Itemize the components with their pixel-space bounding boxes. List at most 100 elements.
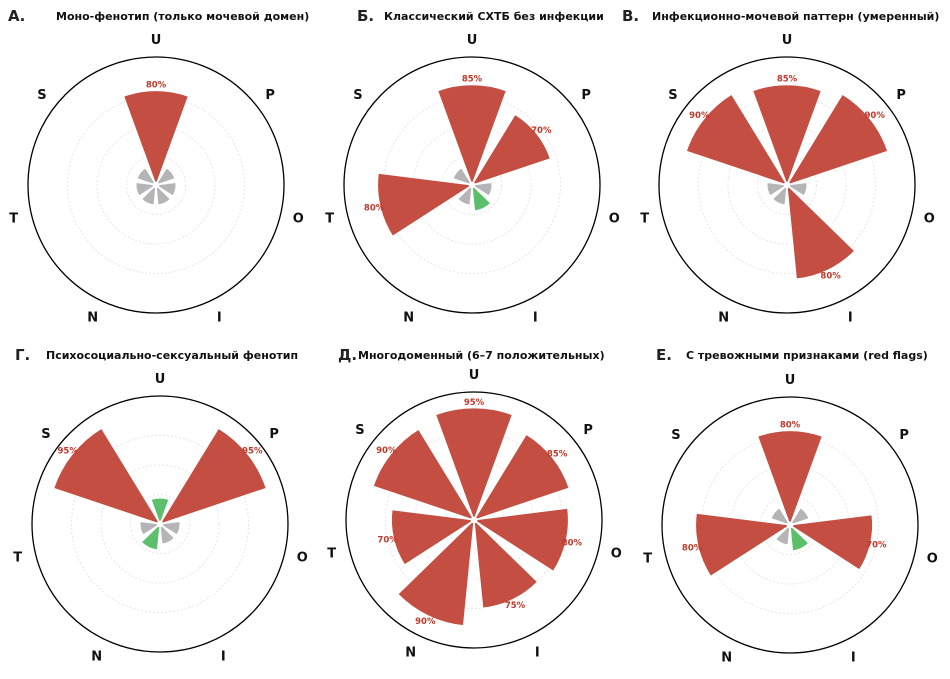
outer-ring <box>661 396 919 654</box>
category-label-u: U <box>467 33 478 48</box>
category-label-t: T <box>9 212 18 227</box>
sector-o <box>157 181 177 197</box>
category-label-o: O <box>611 547 622 562</box>
value-label-u: 95% <box>464 398 485 408</box>
panel-5: Д. Многодоменный (6–7 положительных) 95% U 8… <box>327 346 622 661</box>
sector-i <box>473 521 539 609</box>
category-label-u: U <box>469 368 480 383</box>
value-label-s: 90% <box>376 446 397 456</box>
sector-s <box>685 93 787 185</box>
category-label-o: O <box>293 212 304 227</box>
category-label-p: P <box>269 427 279 442</box>
sector-t <box>766 181 786 197</box>
category-label-u: U <box>785 373 796 388</box>
outer-ring <box>345 391 603 649</box>
category-label-n: N <box>87 311 98 326</box>
outer-ring <box>27 56 285 314</box>
value-label-t: 70% <box>377 536 398 546</box>
category-label-i: I <box>221 650 226 665</box>
category-label-i: I <box>533 311 538 326</box>
outer-ring <box>658 56 916 314</box>
sector-n <box>140 525 161 551</box>
sector-p <box>474 433 570 520</box>
value-label-t: 80% <box>682 543 703 553</box>
grid-ring <box>757 155 817 215</box>
grid-ring <box>130 494 190 554</box>
panel-letter: Д. <box>338 346 357 364</box>
value-label-o: 80% <box>562 538 583 548</box>
panel-letter: Б. <box>357 7 374 25</box>
sector-n <box>140 186 157 206</box>
sector-u <box>123 90 189 183</box>
sector-o <box>475 507 569 572</box>
panel-3: В. Инфекционно-мочевой паттерн (умеренный… <box>622 7 939 326</box>
sector-o <box>473 181 493 197</box>
panel-letter: Е. <box>656 346 672 364</box>
category-label-t: T <box>643 552 652 567</box>
panel-title: Инфекционно-мочевой паттерн (умеренный) <box>652 10 939 23</box>
sector-p <box>156 167 176 185</box>
sector-o <box>791 514 874 571</box>
category-label-p: P <box>581 88 591 103</box>
category-label-s: S <box>353 88 362 103</box>
sector-u <box>150 497 170 522</box>
sector-s <box>452 167 472 185</box>
sector-n <box>456 186 473 206</box>
category-label-n: N <box>405 646 416 661</box>
value-label-s: 95% <box>58 446 79 456</box>
sector-p <box>790 507 810 525</box>
sector-o <box>788 181 808 197</box>
panel-1: А. Моно-фенотип (только мочевой домен) 80%… <box>8 7 309 326</box>
grid-ring <box>100 464 220 584</box>
category-label-s: S <box>41 427 50 442</box>
sector-s <box>770 507 790 525</box>
value-label-u: 85% <box>462 75 483 85</box>
category-label-i: I <box>535 646 540 661</box>
sector-i <box>471 186 492 212</box>
sector-n <box>774 526 791 546</box>
sector-p <box>160 427 267 524</box>
value-label-i: 75% <box>505 601 526 611</box>
sector-i <box>786 186 856 280</box>
sector-t <box>139 520 159 536</box>
category-label-u: U <box>151 33 162 48</box>
category-label-t: T <box>13 551 22 566</box>
sector-p <box>787 93 889 185</box>
sector-u <box>437 84 507 183</box>
panel-4: Г. Психосоциально-сексуальный фенотип U 95%… <box>13 346 308 665</box>
sector-s <box>136 167 156 185</box>
category-label-s: S <box>671 428 680 443</box>
sector-t <box>695 512 789 577</box>
value-label-p: 90% <box>865 111 886 121</box>
category-label-i: I <box>848 311 853 326</box>
panel-letter: В. <box>622 7 639 25</box>
panel-title: Психосоциально-сексуальный фенотип <box>46 349 298 362</box>
sector-t <box>135 181 155 197</box>
category-label-i: I <box>217 311 222 326</box>
category-label-o: O <box>609 212 620 227</box>
value-label-p: 70% <box>531 126 552 136</box>
category-label-n: N <box>91 650 102 665</box>
value-label-s: 90% <box>689 111 710 121</box>
panel-title: Многодоменный (6–7 положительных) <box>358 349 605 362</box>
category-label-u: U <box>155 372 166 387</box>
category-label-p: P <box>583 423 593 438</box>
category-label-n: N <box>403 311 414 326</box>
value-label-p: 95% <box>242 446 263 456</box>
sector-u <box>752 84 822 183</box>
category-label-n: N <box>718 311 729 326</box>
category-label-p: P <box>265 88 275 103</box>
sector-i <box>789 526 810 552</box>
grid-ring <box>126 155 186 215</box>
outer-ring <box>31 395 289 653</box>
category-label-o: O <box>297 551 308 566</box>
category-label-s: S <box>668 88 677 103</box>
sector-i <box>159 525 176 545</box>
panel-2: Б. Классический СХТБ без инфекции 85% U 70% P… <box>325 7 620 326</box>
panel-6: Е. С тревожными признаками (red flags) 80%… <box>643 346 938 666</box>
sector-u <box>757 430 823 523</box>
sector-i <box>155 186 172 206</box>
panel-title: Моно-фенотип (только мочевой домен) <box>56 10 309 23</box>
category-label-t: T <box>327 547 336 562</box>
